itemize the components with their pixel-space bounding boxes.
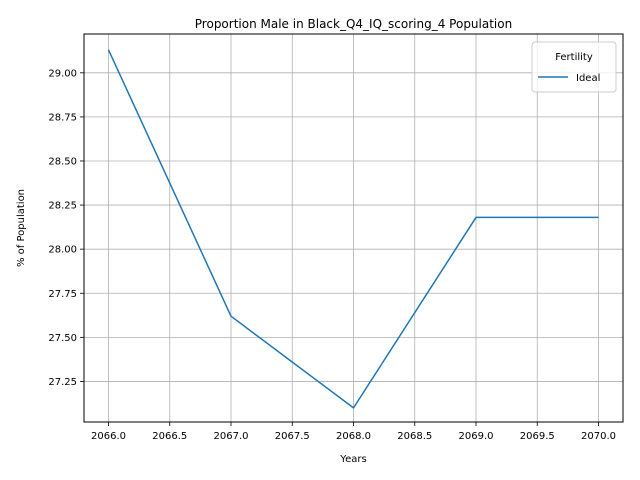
chart-title: Proportion Male in Black_Q4_IQ_scoring_4… xyxy=(195,17,512,31)
y-tick-label: 27.50 xyxy=(48,333,77,344)
legend-box xyxy=(532,42,616,92)
legend-label-ideal: Ideal xyxy=(576,73,600,84)
legend-title: Fertility xyxy=(555,52,593,63)
x-axis-label: Years xyxy=(339,454,366,465)
y-tick-label: 28.50 xyxy=(48,156,77,167)
y-tick-label: 28.00 xyxy=(48,245,77,256)
x-tick-label: 2068.5 xyxy=(397,431,432,442)
x-tick-label: 2068.0 xyxy=(336,431,371,442)
y-axis-label: % of Population xyxy=(16,189,27,267)
x-tick-label: 2069.0 xyxy=(459,431,494,442)
y-tick-label: 28.25 xyxy=(48,201,77,212)
x-axis: 2066.0 2066.5 2067.0 2067.5 2068.0 2068.5 2069… xyxy=(91,422,616,442)
x-tick-label: 2066.5 xyxy=(152,431,187,442)
x-tick-label: 2067.0 xyxy=(214,431,249,442)
y-tick-label: 28.75 xyxy=(48,112,77,123)
y-axis: 27.25 27.50 27.75 28.00 28.25 28.50 28.75 29.00 xyxy=(48,68,84,388)
y-tick-label: 27.25 xyxy=(48,377,77,388)
y-tick-label: 29.00 xyxy=(48,68,77,79)
x-tick-label: 2070.0 xyxy=(581,431,616,442)
x-tick-label: 2067.5 xyxy=(275,431,310,442)
y-tick-label: 27.75 xyxy=(48,289,77,300)
legend: Fertility Ideal xyxy=(532,42,616,92)
x-tick-label: 2069.5 xyxy=(520,431,555,442)
x-tick-label: 2066.0 xyxy=(91,431,126,442)
